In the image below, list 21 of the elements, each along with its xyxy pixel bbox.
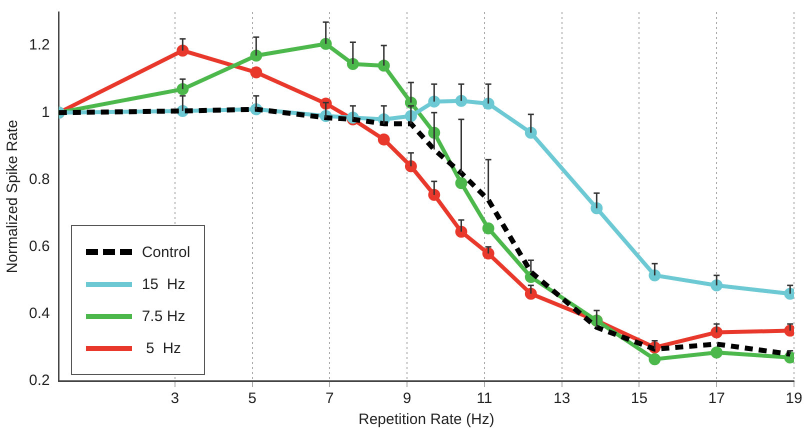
- y-tick-label: 0.2: [28, 372, 50, 390]
- x-tick-label: 13: [554, 390, 570, 408]
- x-tick-label: 19: [786, 390, 802, 408]
- legend-label: 7.5 Hz: [142, 308, 186, 324]
- x-axis-title: Repetition Rate (Hz): [358, 411, 494, 428]
- x-tick-label: 11: [476, 390, 492, 408]
- x-tick-label: 7: [326, 390, 334, 408]
- y-tick-label: 1.2: [28, 36, 50, 54]
- y-tick-label: 0.8: [28, 170, 50, 188]
- y-tick-label: 0.4: [28, 305, 50, 322]
- y-axis-title: Normalized Spike Rate: [4, 120, 22, 274]
- x-tick-label: 15: [630, 390, 648, 408]
- x-tick-label: 9: [402, 390, 412, 408]
- legend-label: 15 Hz: [142, 276, 186, 292]
- legend-label: 5 Hz: [145, 340, 182, 356]
- x-tick-label: 17: [708, 390, 725, 408]
- x-tick-label: 3: [170, 390, 180, 408]
- y-tick-label: 1: [42, 104, 50, 121]
- x-tick-label: 5: [248, 390, 256, 408]
- legend-label: Control: [142, 244, 190, 260]
- y-tick-label: 0.6: [28, 238, 50, 255]
